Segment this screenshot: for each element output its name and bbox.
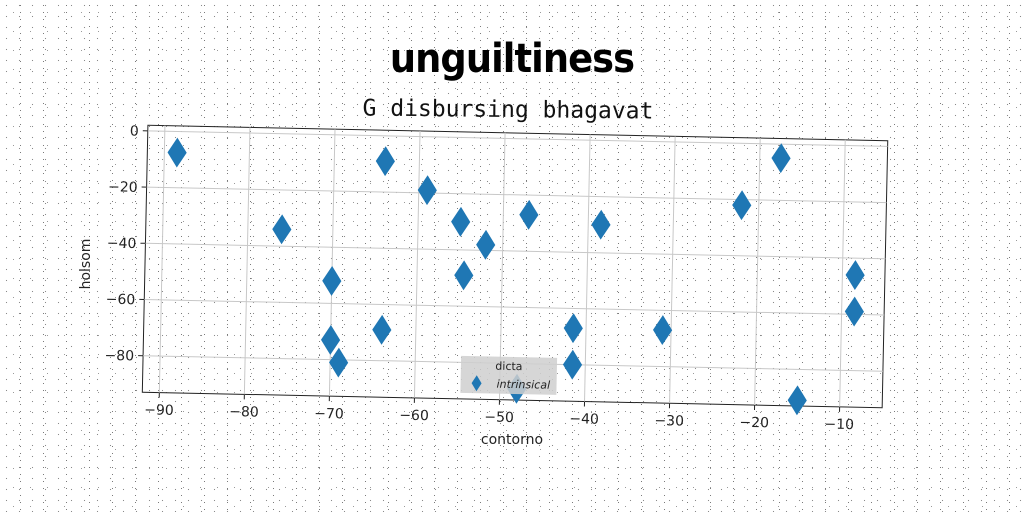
data-point: [562, 349, 583, 380]
data-point: [771, 143, 791, 174]
data-point: [272, 214, 292, 245]
data-point: [417, 175, 437, 206]
x-gridline: [158, 125, 166, 393]
grid: [143, 125, 888, 407]
data-point: [652, 315, 673, 345]
data-point: [787, 385, 807, 416]
y-tick-label: −40: [107, 235, 137, 252]
data-point: [167, 137, 187, 168]
legend-marker-icon: [471, 375, 482, 392]
x-axis-label: contorno: [481, 432, 543, 448]
data-point: [320, 325, 341, 355]
x-tick-label: −50: [484, 409, 514, 426]
data-point: [732, 190, 752, 221]
y-axis-label: holsom: [78, 239, 94, 290]
y-tick-label: −80: [104, 348, 134, 365]
legend-box: [460, 355, 558, 395]
x-tick-label: −10: [824, 417, 854, 434]
x-tick-label: −90: [144, 402, 174, 419]
x-tick-label: −80: [229, 404, 259, 421]
x-gridline: [669, 136, 676, 404]
data-point: [519, 199, 539, 230]
y-gridline: [144, 298, 885, 316]
data-point: [845, 260, 865, 290]
legend-entry-label: intrinsical: [496, 378, 550, 392]
data-point: [451, 206, 471, 237]
data-point: [329, 347, 349, 378]
data-point: [476, 229, 496, 260]
data-point: [375, 146, 395, 177]
x-tick-label: −70: [314, 406, 344, 423]
x-gridline: [243, 127, 251, 395]
x-tick-label: −30: [654, 413, 684, 430]
x-axis: −90 −80 −70 −60 −50 −40 −30 −20 −10: [144, 392, 854, 433]
data-point: [844, 296, 864, 327]
x-gridline: [498, 132, 506, 400]
x-tick-label: −20: [739, 415, 769, 432]
x-gridline: [413, 130, 421, 398]
data-point: [454, 260, 474, 291]
chart-title: unguiltiness: [389, 36, 635, 82]
x-gridline: [584, 134, 591, 402]
data-point: [322, 266, 342, 296]
y-axis: 0 −20 −40 −60 −80: [104, 124, 148, 365]
data-points: [167, 137, 865, 416]
legend: dicta intrinsical: [460, 355, 558, 395]
x-tick-label: −60: [399, 408, 429, 425]
x-gridline: [839, 139, 846, 407]
y-gridline: [146, 186, 887, 204]
y-tick-label: −60: [106, 292, 136, 309]
x-tick-label: −40: [569, 411, 599, 428]
data-point: [372, 314, 392, 345]
plot-area: [141, 124, 889, 409]
data-point: [563, 313, 583, 344]
y-gridline: [147, 130, 888, 147]
y-tick-label: 0: [130, 124, 139, 140]
data-point: [591, 209, 611, 240]
legend-title: dicta: [495, 360, 522, 374]
y-tick-label: −20: [108, 179, 138, 196]
y-gridline: [145, 242, 886, 260]
x-gridline: [754, 138, 761, 406]
